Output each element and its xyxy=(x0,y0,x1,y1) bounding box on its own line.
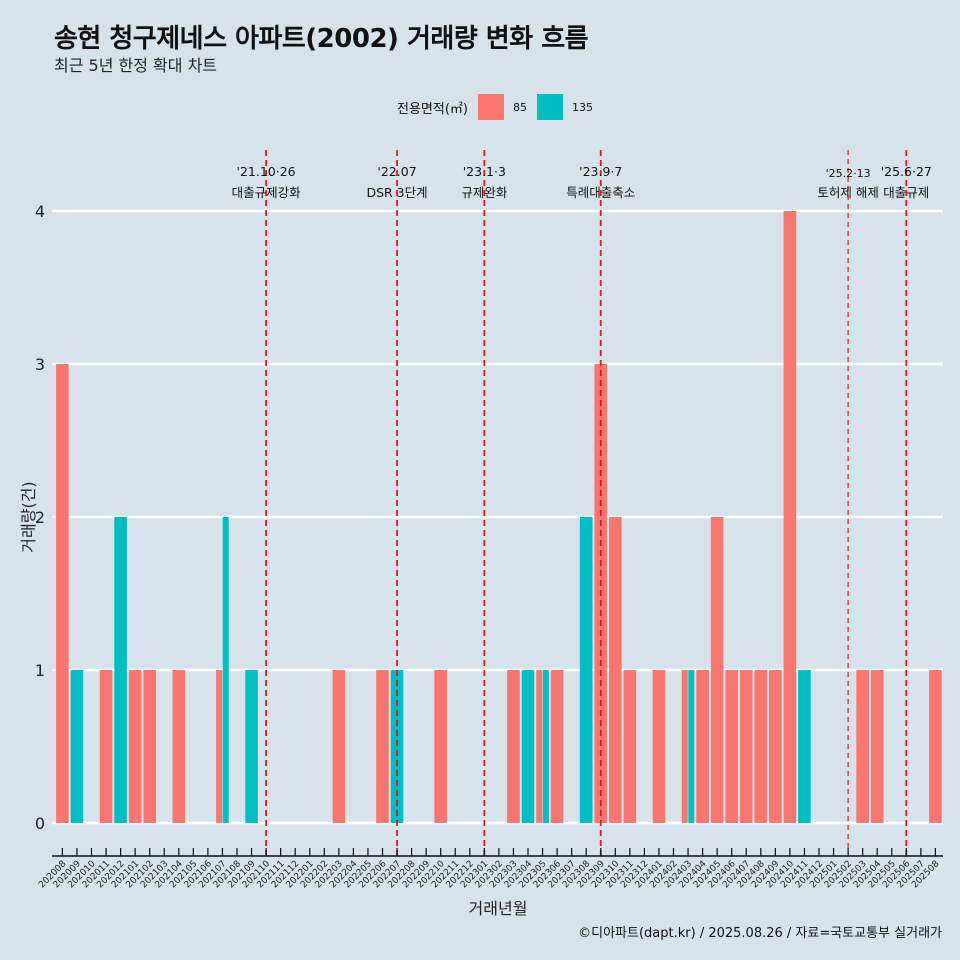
bar-135-202305 xyxy=(542,670,549,823)
bar-85-202504 xyxy=(870,670,884,823)
bar-85-202305 xyxy=(536,670,543,823)
event-date: '21.10·26 xyxy=(237,164,296,179)
bar-85-202008 xyxy=(56,364,69,823)
bar-85-202210 xyxy=(434,670,447,823)
footer-credit: ©디아파트(dapt.kr) / 2025.08.26 / 자료=국토교통부 실… xyxy=(578,926,942,941)
bar-85-202107 xyxy=(216,670,223,823)
bar-85-202408 xyxy=(754,670,768,823)
y-tick-label: 1 xyxy=(35,661,45,680)
bar-135-202403 xyxy=(688,670,695,823)
bar-85-202410 xyxy=(783,211,797,823)
legend-label-135: 135 xyxy=(571,100,593,114)
event-label: 대출규제강화 xyxy=(232,185,302,200)
event-label: DSR 3단계 xyxy=(366,185,427,200)
event-label: 토허제 해제 xyxy=(817,185,878,200)
legend: 전용면적(㎡) 85 135 xyxy=(397,94,603,120)
y-tick-label: 3 xyxy=(35,355,45,374)
bar-135-202012 xyxy=(114,517,127,823)
bar-85-202011 xyxy=(99,670,113,823)
bar-85-202101 xyxy=(128,670,142,823)
y-tick-label: 0 xyxy=(35,814,45,833)
bar-85-202401 xyxy=(652,670,666,823)
chart-title: 송현 청구제네스 아파트(2002) 거래량 변화 흐름 xyxy=(54,24,589,54)
bar-135-202207 xyxy=(390,670,404,823)
y-tick-label: 2 xyxy=(35,508,45,527)
event-date: '22.07 xyxy=(377,164,416,179)
y-tick-label: 4 xyxy=(35,202,45,221)
legend-title: 전용면적(㎡) xyxy=(397,101,468,117)
bar-135-202009 xyxy=(70,670,84,823)
bar-85-202409 xyxy=(769,670,782,823)
event-label: 규제완화 xyxy=(461,185,508,200)
bar-85-202407 xyxy=(739,670,753,823)
bar-85-202102 xyxy=(143,670,156,823)
legend-label-85: 85 xyxy=(512,100,527,114)
event-date: '23.9·7 xyxy=(579,164,622,179)
bar-85-202306 xyxy=(550,670,564,823)
bar-135-202308 xyxy=(579,517,593,823)
bar-85-202508 xyxy=(929,670,942,823)
x-axis-label: 거래년월 xyxy=(469,899,528,918)
bar-85-202404 xyxy=(696,670,709,823)
event-label: 특례대출축소 xyxy=(566,185,635,200)
bar-135-202107 xyxy=(222,517,229,823)
bar-135-202411 xyxy=(798,670,811,823)
bar-85-202104 xyxy=(172,670,186,823)
event-label: 대출규제 xyxy=(883,185,929,200)
event-date: '23.1·3 xyxy=(463,164,506,179)
bar-85-202503 xyxy=(856,670,869,823)
bar-85-202405 xyxy=(710,517,724,823)
y-axis-label: 거래량(건) xyxy=(19,481,38,552)
event-date: '25.6·27 xyxy=(881,164,932,179)
bar-85-202406 xyxy=(725,670,738,823)
bar-85-202311 xyxy=(623,670,637,823)
bar-85-202206 xyxy=(376,670,389,823)
legend-swatch-135 xyxy=(536,94,563,120)
bar-85-202403 xyxy=(681,670,688,823)
chart-subtitle: 최근 5년 한정 확대 차트 xyxy=(54,56,218,75)
legend-swatch-85 xyxy=(477,94,504,120)
bar-85-202303 xyxy=(507,670,520,823)
bar-135-202109 xyxy=(245,670,258,823)
bar-85-202310 xyxy=(609,517,622,823)
bar-135-202304 xyxy=(521,670,535,823)
bar-85-202203 xyxy=(332,670,346,823)
event-date: '25.2·13 xyxy=(826,167,871,180)
